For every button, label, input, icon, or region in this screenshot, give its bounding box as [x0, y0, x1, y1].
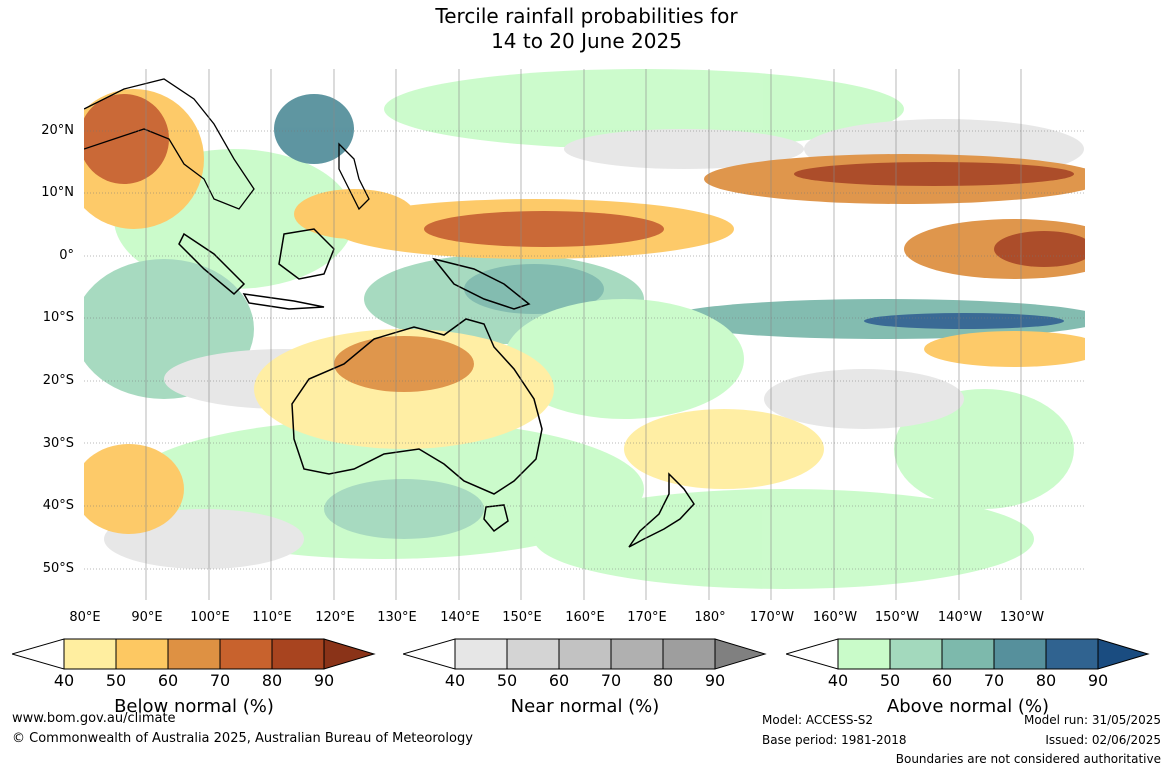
above-swatch-60 [941, 638, 995, 670]
title-line-2: 14 to 20 June 2025 [491, 29, 682, 53]
below-tick-40: 40 [53, 671, 75, 690]
lon-label-160w: 160°W [812, 610, 858, 625]
below-tick-80: 80 [261, 671, 283, 690]
website-link[interactable]: www.bom.gov.au/climate [12, 711, 176, 726]
boundaries-disclaimer: Boundaries are not considered authoritat… [895, 752, 1161, 766]
above-swatch-40 [837, 638, 891, 670]
lon-label-130w: 130°W [999, 610, 1045, 625]
base-period: Base period: 1981-2018 [762, 733, 907, 747]
near-tick-90: 90 [704, 671, 726, 690]
lon-label-180: 180° [694, 610, 726, 625]
lat-label-50s: 50°S [42, 561, 74, 576]
longitude-gridlines [145, 69, 1022, 600]
above-tick-50: 50 [879, 671, 901, 690]
near-tick-60: 60 [548, 671, 570, 690]
below-swatch-60 [167, 638, 221, 670]
above-tick-60: 60 [931, 671, 953, 690]
borneo-coastline [278, 228, 335, 280]
near-swatch-80 [662, 638, 716, 670]
below-normal-title: Below normal (%) [114, 696, 274, 717]
lat-label-30s: 30°S [42, 436, 74, 451]
lon-label-150w: 150°W [874, 610, 920, 625]
sumatra-coastline [178, 232, 246, 296]
near-swatch-40 [454, 638, 508, 670]
near-tick-80: 80 [652, 671, 674, 690]
latitude-gridlines [84, 130, 1085, 570]
below-tick-70: 70 [209, 671, 231, 690]
near-tick-70: 70 [600, 671, 622, 690]
below-tick-60: 60 [157, 671, 179, 690]
above-swatch-70 [993, 638, 1047, 670]
below-swatch-90 [323, 638, 376, 670]
lon-label-170e: 170°E [627, 610, 667, 625]
java-coastline [242, 293, 325, 310]
lon-label-170w: 170°W [749, 610, 795, 625]
lon-label-80e: 80°E [69, 610, 101, 625]
lat-label-20n: 20°N [41, 123, 74, 138]
above-swatch-90 [1097, 638, 1150, 670]
near-tick-40: 40 [444, 671, 466, 690]
philippines-coastline [338, 142, 370, 211]
below-swatch-50 [115, 638, 169, 670]
lat-label-10s: 10°S [42, 310, 74, 325]
below-tick-50: 50 [105, 671, 127, 690]
below-swatch-80 [271, 638, 325, 670]
below-tick-90: 90 [313, 671, 335, 690]
tasmania-coastline [483, 504, 509, 533]
near-swatch-60 [558, 638, 612, 670]
model-name: Model: ACCESS-S2 [762, 713, 874, 727]
lon-label-140e: 140°E [440, 610, 480, 625]
near-swatch-90 [714, 638, 767, 670]
above-tick-70: 70 [983, 671, 1005, 690]
above-tick-40: 40 [827, 671, 849, 690]
lon-label-130e: 130°E [377, 610, 417, 625]
issued-date: Issued: 02/06/2025 [1045, 733, 1161, 747]
near-normal-colorbar [403, 638, 767, 670]
lat-label-equator: 0° [59, 248, 74, 263]
lon-label-140w: 140°W [937, 610, 983, 625]
above-swatch-80 [1045, 638, 1099, 670]
lat-label-40s: 40°S [42, 498, 74, 513]
near-tick-50: 50 [496, 671, 518, 690]
australia-coastline [291, 318, 543, 495]
below-normal-colorbar [12, 638, 376, 670]
lon-label-90e: 90°E [131, 610, 163, 625]
above-swatch-50 [889, 638, 943, 670]
rainfall-probability-map [84, 69, 1085, 600]
near-swatch-70 [610, 638, 664, 670]
map-title: Tercile rainfall probabilities for 14 to… [0, 4, 1173, 54]
lon-label-110e: 110°E [252, 610, 292, 625]
lat-label-10n: 10°N [41, 185, 74, 200]
lon-label-120e: 120°E [315, 610, 355, 625]
above-tick-80: 80 [1035, 671, 1057, 690]
lat-label-20s: 20°S [42, 373, 74, 388]
mainland-asia-coastline [84, 78, 255, 210]
above-tick-90: 90 [1087, 671, 1109, 690]
below-swatch-70 [219, 638, 273, 670]
near-swatch-50 [506, 638, 560, 670]
model-run-date: Model run: 31/05/2025 [1023, 713, 1161, 727]
new-zealand-coastline [628, 472, 695, 548]
above-normal-title: Above normal (%) [886, 696, 1050, 717]
lon-label-160e: 160°E [565, 610, 605, 625]
probability-shading [84, 69, 1085, 589]
lon-label-100e: 100°E [190, 610, 230, 625]
lon-label-150e: 150°E [502, 610, 542, 625]
above-normal-colorbar [786, 638, 1150, 670]
near-normal-title: Near normal (%) [510, 696, 660, 717]
copyright-text: © Commonwealth of Australia 2025, Austra… [12, 731, 473, 746]
below-swatch-40 [63, 638, 117, 670]
title-line-1: Tercile rainfall probabilities for [435, 4, 738, 28]
